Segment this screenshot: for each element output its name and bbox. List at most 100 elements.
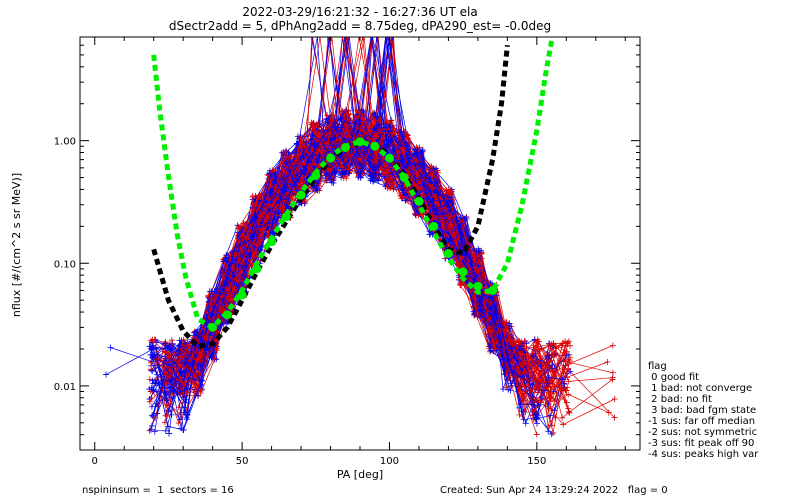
green-dot	[414, 196, 424, 206]
blue-trace	[186, 37, 509, 390]
trace-point	[342, 37, 349, 40]
trace-point	[412, 211, 419, 218]
trace-point	[522, 420, 529, 427]
trace-point	[166, 430, 173, 437]
green-dot	[281, 212, 291, 222]
trace-point	[175, 404, 182, 411]
trace-point	[533, 416, 540, 423]
trace-point	[358, 152, 365, 159]
trace-point	[338, 115, 345, 122]
trace-point	[402, 197, 409, 204]
trace-point	[518, 341, 525, 348]
trace-point	[559, 376, 566, 383]
trace-point	[149, 336, 156, 343]
trace-point	[446, 224, 453, 231]
trace-point	[429, 184, 436, 191]
trace-point	[166, 355, 173, 362]
trace-point	[309, 131, 316, 138]
trace-point	[152, 414, 159, 421]
trace-point	[283, 159, 290, 166]
trace-point	[551, 397, 558, 404]
trace-point	[369, 37, 376, 40]
trace-point	[399, 193, 406, 200]
trace-point	[370, 176, 377, 183]
legend-item: -2 sus: not symmetric	[648, 427, 757, 438]
trace-point	[337, 124, 344, 131]
trace-point	[609, 342, 616, 349]
trace-point	[239, 263, 246, 270]
trace-point	[518, 342, 525, 349]
trace-point	[534, 346, 541, 353]
trace-point	[487, 299, 494, 306]
trace-point	[167, 367, 174, 374]
trace-point	[163, 345, 170, 352]
trace-point	[251, 250, 258, 257]
red-trace	[168, 110, 565, 386]
trace-point	[152, 377, 159, 384]
trace-point	[180, 336, 187, 343]
trace-point	[552, 351, 559, 358]
trace-point	[476, 259, 483, 266]
trace-point	[208, 353, 215, 360]
trace-point	[368, 119, 375, 126]
trace-point	[609, 369, 616, 376]
trace-point	[235, 262, 242, 269]
trace-point	[297, 170, 304, 177]
trace-point	[500, 386, 507, 393]
trace-point	[346, 37, 353, 40]
trace-point	[417, 149, 424, 156]
trace-point	[374, 136, 381, 143]
trace-point	[193, 356, 200, 363]
trace-point	[565, 365, 572, 372]
trace-point	[342, 37, 349, 40]
trace-point	[255, 217, 262, 224]
trace-point	[249, 192, 256, 199]
trace-point	[151, 428, 158, 435]
green-dot	[429, 221, 439, 231]
trace-point	[400, 142, 407, 149]
trace-point	[146, 343, 153, 350]
trace-point	[180, 381, 187, 388]
footer-right: Created: Sun Apr 24 13:29:24 2022 flag =…	[440, 485, 668, 496]
trace-point	[551, 383, 558, 390]
green-dot	[370, 141, 380, 151]
green-dot	[267, 237, 277, 247]
trace-point	[375, 177, 382, 184]
trace-point	[271, 178, 278, 185]
trace-point	[282, 196, 289, 203]
trace-point	[176, 354, 183, 361]
trace-point	[212, 337, 219, 344]
trace-point	[565, 378, 572, 385]
trace-point	[397, 157, 404, 164]
trace-point	[176, 347, 183, 354]
trace-point	[256, 197, 263, 204]
trace-point	[545, 374, 552, 381]
trace-point	[427, 231, 434, 238]
trace-point	[486, 306, 493, 313]
trace-point	[565, 351, 572, 358]
trace-point	[359, 37, 366, 40]
trace-point	[341, 113, 348, 120]
trace-point	[384, 169, 391, 176]
trace-point	[280, 149, 287, 156]
trace-point	[345, 37, 352, 40]
trace-point	[340, 174, 347, 181]
trace-point	[560, 421, 567, 428]
trace-point	[198, 377, 205, 384]
trace-point	[162, 427, 169, 434]
trace-point	[390, 122, 397, 129]
trace-point	[550, 388, 557, 395]
trace-point	[182, 399, 189, 406]
trace-point	[427, 176, 434, 183]
fit-curves	[151, 40, 555, 350]
trace-point	[356, 37, 363, 40]
trace-point	[358, 126, 365, 133]
trace-point	[199, 337, 206, 344]
trace-point	[506, 320, 513, 327]
trace-point	[389, 147, 396, 154]
trace-point	[227, 297, 234, 304]
red-trace	[152, 128, 523, 361]
trace-point	[323, 171, 330, 178]
trace-point	[167, 347, 174, 354]
